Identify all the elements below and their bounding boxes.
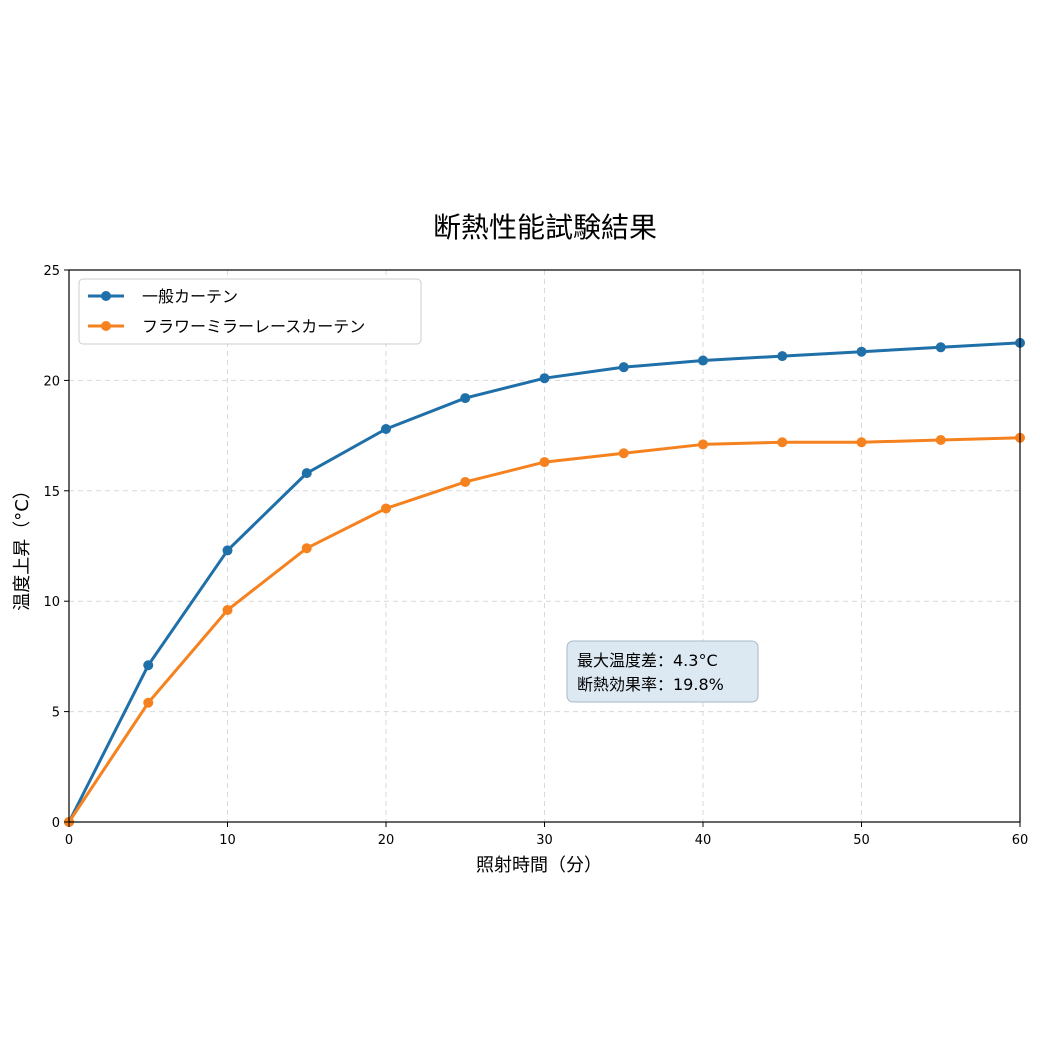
data-point (698, 355, 708, 366)
data-point (777, 351, 788, 362)
series-flower-mirror-lace (64, 432, 1025, 827)
data-point (935, 435, 946, 446)
y-tick-label: 5 (52, 706, 60, 721)
x-axis-label: 照射時間（分） (476, 855, 602, 876)
data-point (618, 448, 629, 459)
y-axis-label: 温度上昇（°C） (12, 481, 33, 611)
data-point (301, 543, 312, 554)
data-point (381, 423, 391, 434)
x-tick-label: 30 (536, 833, 553, 848)
x-tick-label: 0 (65, 833, 73, 848)
y-tick-label: 10 (43, 595, 60, 610)
data-point (856, 437, 867, 448)
annotation-max-diff: 最大温度差：4.3°C (577, 651, 718, 670)
y-tick-label: 25 (43, 264, 60, 279)
x-tick-label: 40 (695, 833, 712, 848)
x-tick-label: 10 (219, 833, 236, 848)
x-tick-label: 60 (1012, 833, 1029, 848)
data-point (539, 457, 550, 468)
data-point (143, 660, 154, 671)
y-axis-ticks: 0 5 10 15 20 25 (43, 264, 69, 831)
grid (68, 269, 1021, 823)
y-tick-label: 0 (52, 816, 60, 831)
annotation-efficiency: 断熱効果率：19.8% (577, 675, 724, 694)
annotation-box: 最大温度差：4.3°C 断熱効果率：19.8% (566, 640, 759, 703)
data-point (381, 503, 391, 514)
legend-label-general: 一般カーテン (142, 287, 238, 306)
data-point (698, 439, 708, 450)
data-point (935, 342, 946, 353)
legend-marker-mirror-lace (101, 321, 111, 331)
x-tick-label: 50 (853, 833, 870, 848)
y-tick-label: 20 (43, 374, 60, 389)
data-point (460, 393, 471, 404)
data-point (618, 362, 629, 373)
data-point (460, 476, 471, 487)
series-layer (64, 337, 1025, 827)
data-point (539, 373, 550, 384)
y-tick-label: 15 (43, 485, 60, 500)
data-point (856, 346, 867, 357)
data-point (777, 437, 788, 448)
data-point (301, 468, 312, 479)
series-general-curtain (64, 337, 1025, 827)
legend-box (78, 278, 422, 345)
data-point (222, 545, 233, 556)
annotation-background (566, 640, 759, 703)
legend-marker-general (101, 291, 111, 301)
data-point (143, 697, 154, 708)
x-axis-ticks: 0 10 20 30 40 50 60 (65, 822, 1028, 848)
x-tick-label: 20 (378, 833, 395, 848)
data-point (222, 605, 233, 616)
legend: 一般カーテン フラワーミラーレースカーテン (78, 278, 422, 345)
legend-label-mirror-lace: フラワーミラーレースカーテン (142, 317, 365, 336)
chart-title: 断熱性能試験結果 (433, 211, 657, 244)
